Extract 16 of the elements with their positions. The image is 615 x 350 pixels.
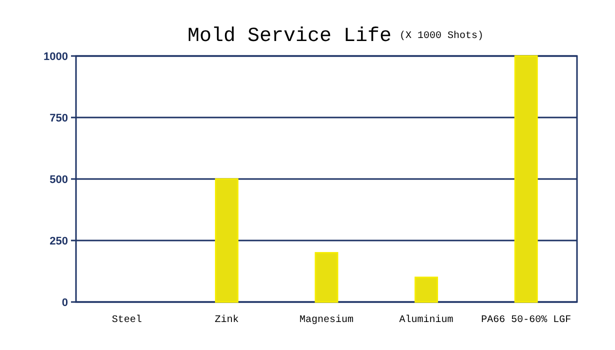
y-tick-label: 750 <box>50 112 68 124</box>
x-tick-label: Aluminium <box>399 314 454 326</box>
bar <box>314 252 338 303</box>
chart-subtitle: (X 1000 Shots) <box>400 30 484 42</box>
x-tick-label: PA66 50-60% LGF <box>481 315 572 326</box>
bar <box>414 276 438 303</box>
x-tick-label: Magnesium <box>299 314 354 326</box>
bar <box>214 178 238 303</box>
x-tick-label: Zink <box>214 314 239 326</box>
y-tick-label: 0 <box>62 296 68 309</box>
y-tick-label: 500 <box>50 174 68 186</box>
y-tick-label: 1000 <box>44 50 68 63</box>
bar <box>514 55 538 303</box>
x-tick-label: Steel <box>112 314 142 326</box>
y-tick-label: 250 <box>50 235 68 248</box>
chart-title: Mold Service Life <box>187 25 392 48</box>
